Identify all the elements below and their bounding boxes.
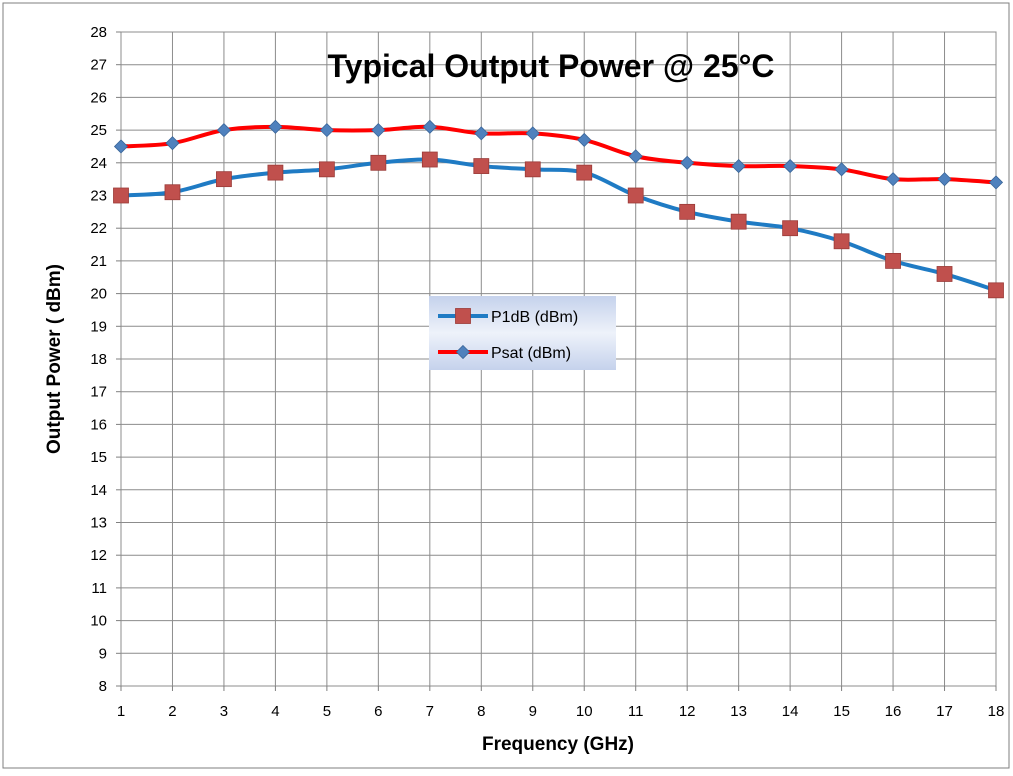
y-tick-label: 16 xyxy=(90,416,107,433)
data-point xyxy=(371,123,386,138)
x-tick-label: 7 xyxy=(426,703,434,720)
y-tick-label: 9 xyxy=(99,645,107,662)
legend-item: P1dB (dBm) xyxy=(438,308,578,326)
data-point xyxy=(833,233,850,250)
data-point xyxy=(421,151,438,168)
data-point xyxy=(576,164,593,181)
y-tick-label: 19 xyxy=(90,318,107,335)
data-point xyxy=(936,266,953,282)
y-tick-label: 24 xyxy=(90,155,107,172)
data-point xyxy=(113,187,129,204)
y-tick-label: 23 xyxy=(90,188,107,205)
data-point xyxy=(165,136,180,151)
x-tick-label: 12 xyxy=(679,703,696,720)
x-tick-label: 18 xyxy=(988,703,1005,720)
tick-labels: 8910111213141516171819202122232425262728… xyxy=(90,24,1004,720)
data-point xyxy=(370,154,387,171)
data-point xyxy=(885,252,901,269)
y-tick-label: 15 xyxy=(90,449,107,466)
y-tick-label: 26 xyxy=(90,89,107,106)
data-point xyxy=(473,158,490,174)
y-tick-label: 22 xyxy=(90,220,107,237)
data-point xyxy=(680,155,695,170)
data-point xyxy=(318,161,335,178)
data-point xyxy=(730,213,747,230)
data-point xyxy=(988,282,1004,299)
x-tick-label: 4 xyxy=(271,703,279,720)
data-point xyxy=(783,159,798,174)
data-point xyxy=(267,164,284,181)
data-point xyxy=(524,161,541,178)
data-point xyxy=(268,119,283,134)
y-tick-label: 8 xyxy=(99,678,107,695)
x-axis-label: Frequency (GHz) xyxy=(482,734,634,755)
y-tick-label: 21 xyxy=(90,253,107,270)
x-tick-label: 2 xyxy=(168,703,176,720)
x-tick-label: 11 xyxy=(628,703,644,720)
data-point xyxy=(474,126,489,141)
x-tick-label: 5 xyxy=(323,703,331,720)
data-point xyxy=(216,123,232,138)
y-tick-label: 11 xyxy=(91,580,107,597)
y-tick-label: 25 xyxy=(90,122,107,139)
series-p1db xyxy=(113,151,1004,299)
data-point xyxy=(988,175,1004,190)
y-tick-label: 27 xyxy=(90,57,107,74)
x-tick-label: 3 xyxy=(220,703,228,720)
y-tick-label: 20 xyxy=(90,286,107,303)
data-point xyxy=(577,132,592,147)
x-tick-label: 1 xyxy=(117,703,125,720)
y-tick-label: 18 xyxy=(90,351,107,368)
legend-marker xyxy=(455,308,471,324)
data-point xyxy=(216,171,232,188)
data-point xyxy=(525,126,540,141)
data-point xyxy=(627,187,644,204)
x-tick-label: 10 xyxy=(576,703,593,720)
x-tick-label: 17 xyxy=(936,703,953,720)
chart-title: Typical Output Power @ 25°C xyxy=(327,48,774,84)
x-tick-label: 15 xyxy=(833,703,850,720)
y-axis-label: Output Power ( dBm) xyxy=(44,264,65,454)
x-tick-label: 9 xyxy=(529,703,537,720)
grid xyxy=(116,31,997,691)
y-tick-label: 14 xyxy=(90,482,107,499)
legend: P1dB (dBm) Psat (dBm) xyxy=(429,296,616,370)
x-tick-label: 14 xyxy=(782,703,799,720)
y-tick-label: 10 xyxy=(90,613,107,630)
data-point xyxy=(885,172,901,187)
x-tick-label: 8 xyxy=(477,703,485,720)
y-tick-label: 28 xyxy=(90,24,107,41)
series-psat xyxy=(113,119,1004,190)
series-layer xyxy=(113,119,1004,299)
legend-marker xyxy=(455,344,471,360)
y-tick-label: 13 xyxy=(90,515,107,532)
data-point xyxy=(319,123,334,138)
data-point xyxy=(628,149,643,164)
y-tick-label: 12 xyxy=(90,547,107,564)
data-point xyxy=(679,203,696,220)
data-point xyxy=(164,184,181,201)
y-tick-label: 17 xyxy=(90,384,107,401)
legend-label: P1dB (dBm) xyxy=(491,309,578,326)
x-tick-label: 6 xyxy=(374,703,382,720)
x-tick-label: 16 xyxy=(885,703,902,720)
data-point xyxy=(731,159,746,174)
data-point xyxy=(834,162,849,177)
legend-item: Psat (dBm) xyxy=(438,344,571,362)
data-point xyxy=(113,139,129,154)
data-point xyxy=(782,220,799,237)
legend-label: Psat (dBm) xyxy=(491,345,571,362)
data-point xyxy=(422,119,437,134)
x-tick-label: 13 xyxy=(730,703,747,720)
data-point xyxy=(937,172,952,187)
